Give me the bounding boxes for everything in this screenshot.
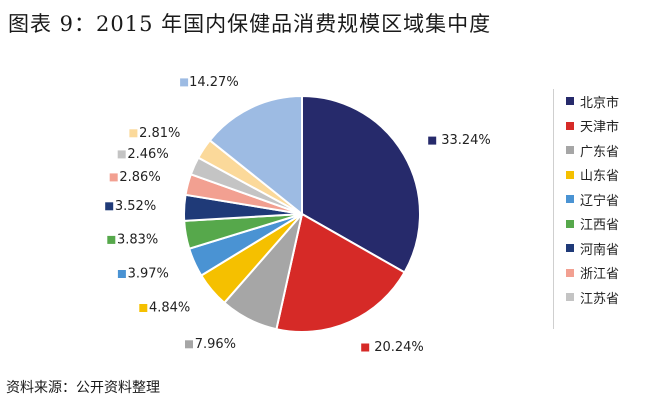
pie-slice: [301, 94, 422, 274]
legend-swatch: [566, 195, 574, 204]
pie-chart: 33.24% 20.24% 7.96% 4.84% 3.97% 3.83% 3.52% 2.8…: [105, 75, 491, 355]
pie-slice: [275, 212, 406, 333]
legend-swatch: [566, 97, 574, 106]
legend-swatch: [566, 244, 574, 253]
data-label: 3.83%: [107, 232, 158, 247]
legend-item: 辽宁省: [566, 187, 633, 212]
label-text: 3.52%: [115, 199, 156, 214]
legend-item: 河南省: [566, 236, 633, 261]
pie-slice: [208, 94, 303, 217]
legend-label: 广东省: [580, 144, 620, 160]
data-label: 3.97%: [117, 267, 169, 282]
chart-area: 33.24% 20.24% 7.96% 4.84% 3.97% 3.83% 3.52% 2.8…: [12, 64, 632, 370]
data-label: 20.24%: [361, 340, 424, 355]
legend-item: 江苏省: [566, 285, 633, 310]
label-text: 4.84%: [149, 301, 190, 316]
label-marker: [117, 150, 126, 159]
data-label: 4.84%: [139, 301, 190, 316]
label-marker: [361, 343, 370, 352]
legend-swatch: [566, 121, 574, 130]
label-marker: [109, 173, 118, 182]
data-label: 7.96%: [185, 337, 236, 352]
label-text: 2.81%: [139, 126, 180, 141]
data-label: 2.81%: [129, 126, 180, 141]
chart-title: 图表 9：2015 年国内保健品消费规模区域集中度: [8, 12, 492, 36]
label-marker: [185, 340, 193, 349]
label-text: 2.86%: [119, 170, 160, 185]
label-text: 33.24%: [441, 133, 491, 148]
legend-label: 浙江省: [580, 267, 620, 283]
legend-label: 天津市: [580, 120, 620, 136]
label-text: 3.97%: [128, 267, 169, 282]
legend-label: 山东省: [580, 169, 620, 185]
legend-label: 江苏省: [580, 291, 620, 307]
legend-item: 天津市: [566, 114, 633, 139]
label-text: 3.83%: [117, 232, 158, 247]
data-label: 14.27%: [180, 75, 239, 90]
label-marker: [139, 304, 148, 312]
legend-item: 浙江省: [566, 261, 633, 286]
legend-swatch: [566, 146, 574, 155]
legend-label: 江西省: [580, 218, 620, 234]
chart-legend: 北京市天津市广东省山东省辽宁省江西省河南省浙江省江苏省: [553, 89, 633, 329]
source-note: 资料来源：公开资料整理: [6, 380, 160, 396]
label-text: 14.27%: [189, 75, 239, 90]
legend-label: 北京市: [580, 95, 620, 111]
data-label: 2.46%: [117, 147, 169, 162]
legend-item: 广东省: [566, 138, 633, 163]
label-marker: [428, 136, 437, 145]
legend-item: 北京市: [566, 89, 633, 114]
label-text: 20.24%: [374, 340, 424, 355]
legend-swatch: [566, 293, 574, 302]
label-marker: [117, 270, 126, 278]
label-text: 2.46%: [127, 147, 168, 162]
label-marker: [129, 129, 138, 138]
label-marker: [107, 235, 116, 244]
data-label: 3.52%: [105, 199, 156, 214]
legend-swatch: [566, 268, 574, 277]
data-label: 33.24%: [428, 133, 491, 148]
legend-swatch: [566, 170, 574, 179]
label-text: 7.96%: [195, 337, 236, 352]
legend-swatch: [566, 219, 574, 228]
label-marker: [105, 202, 114, 211]
legend-label: 辽宁省: [580, 193, 620, 209]
label-marker: [180, 78, 189, 87]
legend-item: 山东省: [566, 163, 633, 188]
data-label: 2.86%: [109, 170, 161, 185]
legend-item: 江西省: [566, 212, 633, 237]
legend-label: 河南省: [580, 242, 620, 258]
